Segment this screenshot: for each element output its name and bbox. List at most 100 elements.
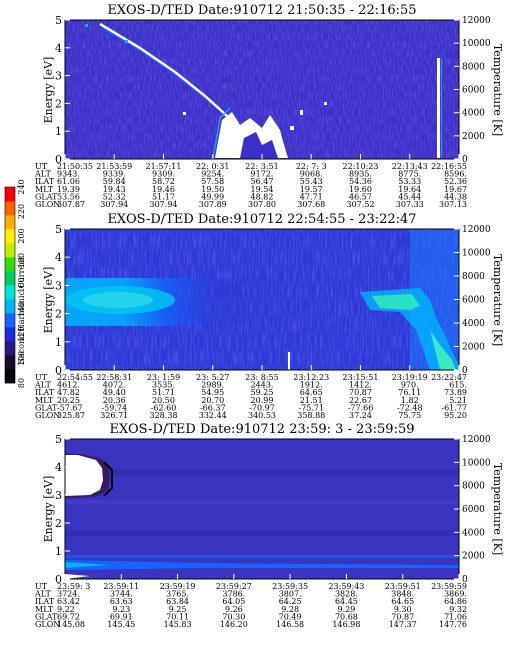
table-cell: 3828. <box>335 590 358 599</box>
table-row-label: GLON <box>35 411 60 420</box>
table-cell: 47.71 <box>300 192 323 201</box>
colorbar-swatch <box>5 327 15 342</box>
table-cell: 54.36 <box>349 177 372 186</box>
table-cell: 22: 7: 3 <box>296 162 327 171</box>
table-cell: 22:58:31 <box>96 373 132 382</box>
table-cell: 4612. <box>57 381 80 390</box>
panel-2-ylabel: Energy [eV] <box>42 267 55 334</box>
panel-3-band <box>65 555 459 558</box>
table-cell: 70.11 <box>166 612 189 621</box>
table-cell: 64.65 <box>391 597 414 606</box>
table-cell: 3744. <box>110 590 133 599</box>
table-cell: 57.58 <box>201 177 224 186</box>
colorbar-swatch <box>5 229 15 244</box>
y2-tick-label: 0 <box>462 366 468 376</box>
y-tick-label: 2 <box>55 517 62 530</box>
table-cell: 22:54:55 <box>57 373 93 382</box>
table-cell: -70.97 <box>249 403 275 412</box>
table-cell: 23:59: 3 <box>57 582 90 591</box>
table-cell: 55.43 <box>300 177 323 186</box>
colorbar-swatch <box>5 187 15 202</box>
table-cell: 59.84 <box>103 177 126 186</box>
table-cell: -66.37 <box>200 403 226 412</box>
table-cell: 58.72 <box>152 177 175 186</box>
colorbar: 80 100 120 140 160 180 200 220 240 Second Harmon… <box>4 179 26 388</box>
table-cell: 147.76 <box>439 620 467 629</box>
table-row-label: GLON <box>35 200 60 209</box>
table-cell: 19.39 <box>57 185 80 194</box>
table-cell: 23:59:27 <box>216 582 252 591</box>
table-cell: 64.86 <box>444 597 467 606</box>
colorbar-tick-label: 140 <box>17 302 26 317</box>
y-tick-label: 2 <box>55 308 62 321</box>
table-cell: 3848. <box>391 590 414 599</box>
table-row-label: UT <box>35 373 48 382</box>
table-row-label: ALT <box>34 170 51 179</box>
table-cell: 21:57:11 <box>146 162 182 171</box>
table-cell: 64.25 <box>279 597 302 606</box>
table-cell: 9.23 <box>112 605 130 614</box>
table-cell: 307.68 <box>297 200 325 209</box>
table-cell: 46.57 <box>349 192 372 201</box>
table-cell: 307.87 <box>57 200 85 209</box>
table-cell: 9339. <box>103 170 126 179</box>
table-cell: 145.45 <box>107 620 135 629</box>
table-cell: 48.82 <box>251 192 274 201</box>
table-cell: 2443. <box>251 381 274 390</box>
panel-2: EXOS-D/TED Date:910712 22:54:55 - 23:22:… <box>34 212 504 420</box>
table-cell: 63.42 <box>57 597 80 606</box>
y-tick-label: 0 <box>55 573 62 586</box>
y2-tick-label: 4000 <box>462 109 485 119</box>
table-row-label: ILAT <box>35 597 55 606</box>
table-cell: 22:13:43 <box>392 162 428 171</box>
table-cell: 20.70 <box>201 396 224 405</box>
panel-1-diagonal-edge <box>101 27 208 101</box>
y2-tick-label: 6000 <box>462 296 485 306</box>
panel-1-blob-edge <box>212 107 231 159</box>
panel-1-hole <box>240 132 278 158</box>
y-tick-label: 3 <box>55 70 62 83</box>
table-cell: 4072. <box>103 381 126 390</box>
table-cell: 75.75 <box>398 411 421 420</box>
y2-tick-label: 8000 <box>462 482 485 492</box>
table-cell: 358.88 <box>297 411 325 420</box>
table-cell: 307.89 <box>199 200 227 209</box>
y2-tick-label: 4000 <box>462 319 485 329</box>
table-cell: 8596. <box>444 170 467 179</box>
table-cell: 23:22:47 <box>431 373 467 382</box>
table-row-label: GLON <box>35 620 60 629</box>
table-cell: 22: 0:31 <box>196 162 229 171</box>
table-cell: 23: 5:27 <box>196 373 229 382</box>
panel-2-band-peak <box>83 292 153 308</box>
table-cell: 9068. <box>300 170 323 179</box>
table-cell: 52.36 <box>444 177 467 186</box>
y-tick-label: 2 <box>55 97 62 110</box>
y-tick-label: 1 <box>55 125 62 138</box>
panel-3-low-band <box>65 560 459 570</box>
table-cell: 146.58 <box>276 620 304 629</box>
table-cell: 23:59:59 <box>431 582 467 591</box>
table-cell: 20.99 <box>251 396 274 405</box>
table-row-label: MLT <box>35 185 54 194</box>
table-cell: 146.20 <box>220 620 248 629</box>
table-cell: 69.72 <box>57 612 80 621</box>
panel-3-band <box>65 500 459 504</box>
panel-1-vertical-streak-edge <box>441 58 442 158</box>
table-cell: 23:15:51 <box>343 373 379 382</box>
y2-tick-label: 0 <box>462 575 468 585</box>
panel-1-spot <box>85 24 88 27</box>
y2-tick-label: 8000 <box>462 272 485 282</box>
colorbar-swatch <box>5 271 15 286</box>
table-cell: 23:12:23 <box>293 373 329 382</box>
y2-tick-label: 2000 <box>462 343 485 353</box>
table-cell: 3807. <box>279 590 302 599</box>
table-cell: 44.38 <box>444 192 467 201</box>
table-cell: -77.66 <box>348 403 374 412</box>
colorbar-tick-label: 120 <box>17 326 26 341</box>
table-cell: 64.05 <box>222 597 245 606</box>
table-cell: 23:59:19 <box>160 582 196 591</box>
y2-tick-label: 8000 <box>462 62 485 72</box>
colorbar-swatch <box>5 369 15 384</box>
table-cell: 325.87 <box>57 411 85 420</box>
table-cell: 51.71 <box>152 388 175 397</box>
